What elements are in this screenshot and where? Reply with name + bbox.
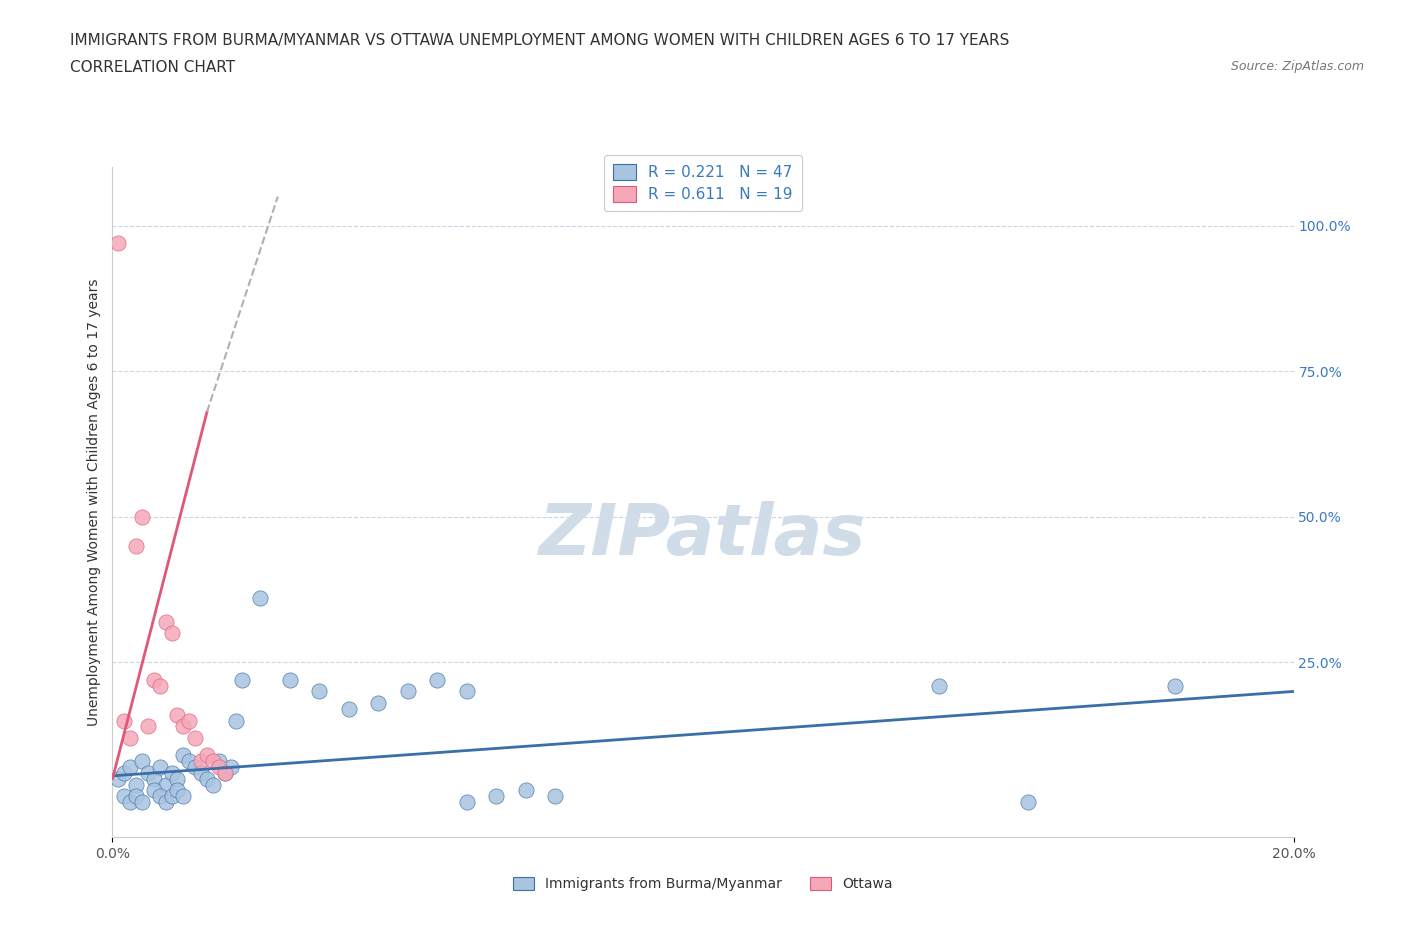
Point [208, 760, 231, 775]
Point [396, 684, 419, 698]
Point [107, 235, 129, 250]
Point [456, 794, 478, 809]
Point [155, 614, 177, 629]
Point [208, 754, 231, 769]
Point [120, 731, 142, 746]
Point [149, 678, 172, 693]
Point [485, 789, 508, 804]
Point [249, 591, 271, 605]
Point [308, 684, 330, 698]
Text: Source: ZipAtlas.com: Source: ZipAtlas.com [1230, 60, 1364, 73]
Point [125, 538, 148, 553]
Point [160, 626, 183, 641]
Point [166, 708, 188, 723]
Point [426, 672, 449, 687]
Point [112, 789, 135, 804]
Text: IMMIGRANTS FROM BURMA/MYANMAR VS OTTAWA UNEMPLOYMENT AMONG WOMEN WITH CHILDREN A: IMMIGRANTS FROM BURMA/MYANMAR VS OTTAWA … [70, 33, 1010, 47]
Point [142, 672, 165, 687]
Point [149, 760, 172, 775]
Text: CORRELATION CHART: CORRELATION CHART [70, 60, 235, 75]
Point [166, 783, 188, 798]
Point [1017, 794, 1039, 809]
Point [155, 794, 177, 809]
Point [160, 765, 183, 780]
Point [201, 754, 224, 769]
Point [928, 678, 950, 693]
Point [1164, 678, 1187, 693]
Point [214, 765, 236, 780]
Point [367, 696, 389, 711]
Point [172, 789, 194, 804]
Point [166, 771, 188, 786]
Point [142, 783, 165, 798]
Point [107, 771, 129, 786]
Point [515, 783, 537, 798]
Point [231, 672, 253, 687]
Point [195, 771, 218, 786]
Point [112, 765, 135, 780]
Point [278, 672, 301, 687]
Point [184, 731, 207, 746]
Point [456, 684, 478, 698]
Point [184, 760, 207, 775]
Point [155, 777, 177, 792]
Point [136, 719, 159, 734]
Point [190, 754, 212, 769]
Y-axis label: Unemployment Among Women with Children Ages 6 to 17 years: Unemployment Among Women with Children A… [87, 278, 101, 726]
Point [172, 748, 194, 763]
Point [131, 754, 153, 769]
Point [149, 789, 172, 804]
Point [219, 760, 242, 775]
Text: ZIPatlas: ZIPatlas [540, 501, 866, 570]
Point [131, 794, 153, 809]
Point [142, 771, 165, 786]
Point [120, 794, 142, 809]
Point [112, 713, 135, 728]
Point [120, 760, 142, 775]
Legend: R = 0.221   N = 47, R = 0.611   N = 19: R = 0.221 N = 47, R = 0.611 N = 19 [605, 155, 801, 211]
Point [131, 510, 153, 525]
Point [195, 748, 218, 763]
Point [160, 789, 183, 804]
Point [136, 765, 159, 780]
Point [544, 789, 567, 804]
Point [179, 713, 201, 728]
Point [214, 765, 236, 780]
Point [179, 754, 201, 769]
Point [125, 777, 148, 792]
Point [172, 719, 194, 734]
Point [125, 789, 148, 804]
Point [190, 765, 212, 780]
Point [225, 713, 247, 728]
Point [337, 701, 360, 716]
Point [201, 777, 224, 792]
